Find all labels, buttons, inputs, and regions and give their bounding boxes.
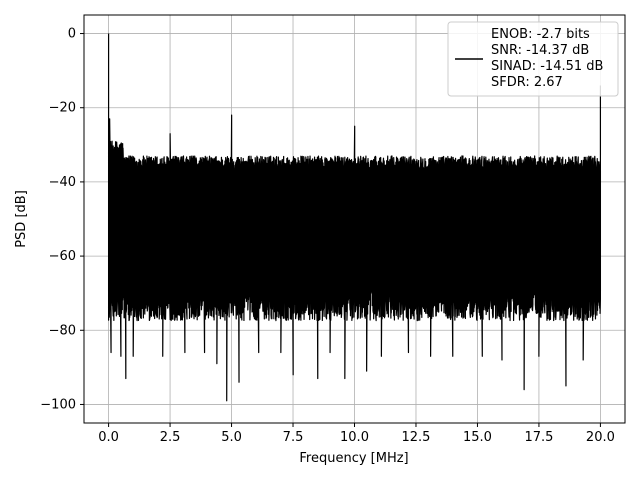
x-tick-label: 20.0 [586, 430, 615, 445]
y-axis-label: PSD [dB] [14, 190, 29, 248]
plot-area [107, 33, 602, 402]
legend-enob: ENOB: -2.7 bits [491, 27, 590, 42]
legend: ENOB: -2.7 bits SNR: -14.37 dB SINAD: -1… [447, 21, 619, 97]
x-axis-ticks: 0.0 2.5 5.0 7.5 10.0 12.5 15.0 17.5 20.0 [98, 423, 615, 445]
legend-sinad: SINAD: -14.51 dB [491, 59, 603, 74]
y-axis-ticks: 0 −20 −40 −60 −80 −100 [40, 27, 84, 412]
x-tick-label: 10.0 [340, 430, 369, 445]
y-tick-label: −40 [49, 175, 76, 190]
y-tick-label: −100 [40, 397, 76, 412]
legend-box [447, 21, 619, 97]
x-tick-label: 5.0 [221, 430, 242, 445]
x-tick-label: 15.0 [463, 430, 492, 445]
y-tick-label: −20 [49, 101, 76, 116]
x-tick-label: 0.0 [98, 430, 119, 445]
x-tick-label: 7.5 [283, 430, 304, 445]
legend-snr: SNR: -14.37 dB [491, 43, 589, 58]
y-tick-label: 0 [68, 27, 76, 42]
x-tick-label: 12.5 [402, 430, 431, 445]
y-tick-label: −60 [49, 249, 76, 264]
x-tick-label: 2.5 [160, 430, 181, 445]
y-tick-label: −80 [49, 323, 76, 338]
psd-series-line [107, 33, 602, 402]
x-axis-label: Frequency [MHz] [299, 451, 408, 466]
x-tick-label: 17.5 [524, 430, 553, 445]
legend-sfdr: SFDR: 2.67 [491, 75, 563, 90]
